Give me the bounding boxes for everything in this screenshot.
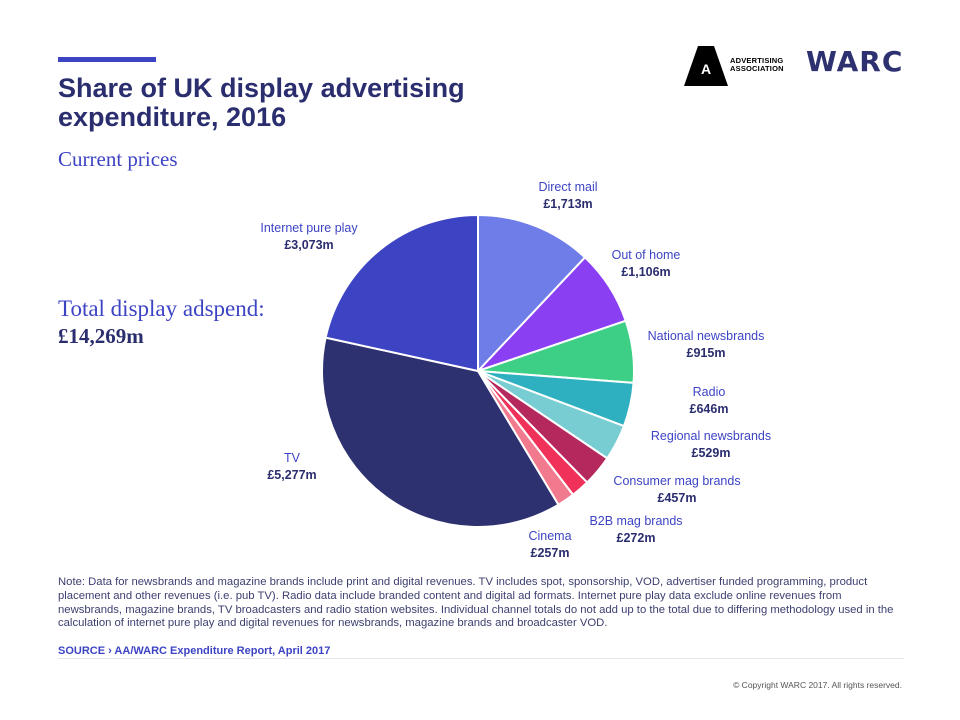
slice-value-label: £1,713m [543, 197, 592, 211]
slice-label: Direct mail [538, 180, 597, 194]
slice-label: Internet pure play [260, 221, 358, 235]
slice-label: National newsbrands [648, 329, 765, 343]
pie-slice-tv [321, 336, 560, 529]
slice-value-label: £5,277m [267, 468, 316, 482]
slice-label: Regional newsbrands [651, 429, 771, 443]
slice-label: Cinema [528, 529, 571, 543]
pie-slice-internet-pure-play [324, 213, 479, 373]
slice-label: Consumer mag brands [613, 474, 740, 488]
slice-value-label: £915m [687, 346, 726, 360]
slice-value-label: £646m [690, 402, 729, 416]
total-value: £14,269m [58, 324, 144, 348]
total-label: Total display adspend: [58, 296, 265, 321]
divider [58, 658, 904, 659]
slice-value-label: £457m [658, 491, 697, 505]
warc-logo: WARC [806, 45, 904, 78]
slice-label: Out of home [612, 248, 681, 262]
source-line: SOURCE › AA/WARC Expenditure Report, Apr… [58, 645, 331, 657]
aa-logo-text: ADVERTISING ASSOCIATION [730, 56, 784, 73]
slice-value-label: £529m [692, 446, 731, 460]
chart-title: Share of UK display advertising expendit… [58, 73, 465, 132]
chart-subtitle: Current prices [58, 147, 178, 171]
slice-value-label: £3,073m [284, 238, 333, 252]
slice-value-label: £1,106m [621, 265, 670, 279]
slice-label: B2B mag brands [589, 514, 682, 528]
footnote: Note: Data for newsbrands and magazine b… [58, 576, 894, 630]
aa-logo-mark: A [701, 61, 711, 77]
advertising-association-logo: A ADVERTISING ASSOCIATION [684, 46, 794, 86]
accent-bar [58, 57, 156, 62]
slice-value-label: £272m [617, 531, 656, 545]
slice-label: Radio [693, 385, 726, 399]
pie-slice-direct-mail [477, 213, 587, 374]
copyright: © Copyright WARC 2017. All rights reserv… [733, 680, 902, 690]
slice-value-label: £257m [531, 546, 570, 560]
slice-label: TV [284, 451, 301, 465]
